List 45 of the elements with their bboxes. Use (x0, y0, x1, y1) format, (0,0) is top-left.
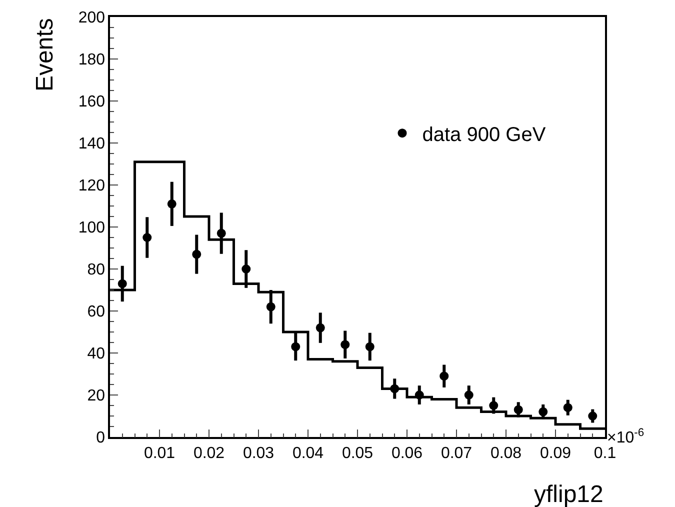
point (390, 384, 400, 394)
y-tick-label: 60 (87, 304, 106, 321)
point (118, 279, 127, 288)
x-tick-label: 0.08 (490, 444, 522, 462)
legend-label: data 900 GeV (422, 124, 546, 146)
point (266, 302, 276, 312)
y-tick-label: 140 (78, 136, 106, 153)
x-axis-title: yflip12 (534, 481, 604, 507)
y-tick-label: 80 (87, 262, 106, 279)
y-axis-title: Events (32, 18, 58, 92)
x-tick-label: 0.01 (144, 444, 176, 462)
y-tick-label: 100 (78, 220, 106, 237)
point (216, 228, 226, 238)
point (538, 407, 548, 416)
y-tick-label: 120 (78, 178, 106, 195)
point (291, 342, 300, 352)
point (588, 412, 598, 420)
x-tick-label: 0.05 (342, 444, 374, 462)
x-tick-label: 0.1 (594, 444, 616, 462)
y-tick-label: 40 (87, 346, 106, 363)
point (440, 372, 449, 381)
point (192, 250, 202, 259)
point (167, 199, 176, 208)
y-tick-label: 20 (87, 388, 106, 405)
point (316, 323, 325, 332)
point (464, 390, 474, 400)
point (340, 340, 350, 350)
y-tick-label: 0 (96, 430, 106, 447)
point (142, 233, 152, 242)
y-tick-label: 160 (78, 94, 106, 111)
x-tick-label: 0.07 (440, 444, 472, 462)
x-tick-label: 0.03 (242, 444, 274, 462)
y-tick-label: 180 (78, 52, 106, 69)
x-tick-label: 0.04 (292, 444, 324, 462)
x-tick-label: 0.09 (540, 444, 572, 462)
x-tick-label: 0.02 (193, 444, 225, 462)
point (365, 342, 374, 352)
text: ×10$^{-6}$ (607, 427, 644, 447)
point (489, 401, 498, 410)
point (242, 264, 251, 274)
point (563, 403, 572, 412)
x-tick-label: 0.06 (391, 444, 423, 462)
point (414, 390, 424, 400)
y-tick-label: 200 (78, 10, 106, 27)
point (514, 405, 523, 414)
